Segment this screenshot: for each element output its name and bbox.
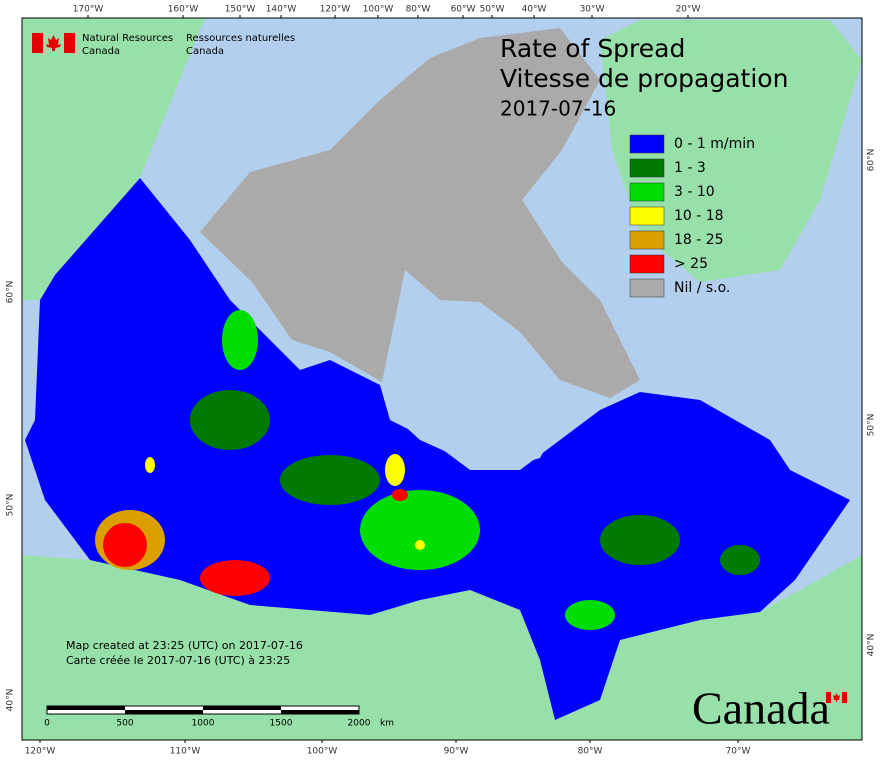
- legend-swatch: [629, 206, 665, 226]
- bottom-label: 80°W: [578, 747, 603, 757]
- legend-swatch: [629, 278, 665, 298]
- scale-seg: [281, 710, 359, 714]
- legend-swatch: [629, 134, 665, 154]
- top-label: 120°W: [320, 5, 351, 15]
- flag-leaf: [833, 693, 840, 702]
- legend: 0 - 1 m/min 1 - 3 3 - 10 10 - 18 18 - 25 > 25…: [629, 134, 755, 298]
- flag-bar: [842, 692, 847, 703]
- left-label: 40°N: [6, 689, 16, 712]
- top-label: 30°W: [580, 5, 605, 15]
- top-label: 170°W: [73, 5, 104, 15]
- scale-label: 0: [44, 719, 50, 729]
- hudson-bay: [395, 318, 560, 470]
- patch: [145, 457, 155, 473]
- flag-bar: [826, 692, 831, 703]
- legend-swatch: [629, 158, 665, 178]
- top-label: 20°W: [676, 5, 701, 15]
- top-label: 80°W: [406, 5, 431, 15]
- scale-seg: [125, 710, 203, 714]
- flag-leaf: [46, 35, 61, 51]
- title: Vitesse de propagation: [500, 64, 788, 93]
- flag-bar: [64, 33, 75, 53]
- flag-bar: [32, 33, 43, 53]
- scale-label: 1500: [270, 719, 293, 729]
- united-states: [22, 555, 862, 740]
- legend-label: > 25: [674, 256, 708, 272]
- patch: [415, 540, 425, 550]
- patch: [565, 600, 615, 630]
- patch: [720, 545, 760, 575]
- patch: [600, 515, 680, 565]
- legend-swatch: [629, 182, 665, 202]
- bottom-label: 120°W: [25, 747, 56, 757]
- org-text: Natural Resources: [82, 33, 173, 44]
- right-label: 50°N: [867, 414, 877, 437]
- map-body: [21, 17, 863, 741]
- graticule-labels: 170°W 160°W 150°W 140°W 120°W 100°W 80°W 60°W 50…: [6, 5, 877, 757]
- top-label: 140°W: [266, 5, 297, 15]
- arctic-no-data: [200, 28, 640, 398]
- bottom-label: 90°W: [444, 747, 469, 757]
- bottom-label: 110°W: [170, 747, 201, 757]
- date: 2017-07-16: [500, 97, 616, 121]
- scale-seg: [47, 706, 125, 710]
- legend-swatch: [629, 254, 665, 274]
- canada-wordmark: Canada: [692, 683, 847, 734]
- bottom-label: 70°W: [726, 747, 751, 757]
- legend-swatch: [629, 230, 665, 250]
- note: Map created at 23:25 (UTC) on 2017-07-16: [66, 639, 303, 652]
- org-text: Canada: [82, 46, 120, 57]
- patch: [200, 560, 270, 596]
- legend-label: 1 - 3: [674, 160, 706, 176]
- right-label: 40°N: [867, 634, 877, 657]
- note: Carte créée le 2017-07-16 (UTC) à 23:25: [66, 654, 290, 667]
- alaska: [22, 18, 205, 300]
- nrcan-signature: Natural Resources Canada Ressources natu…: [32, 33, 295, 57]
- map-frame: [21, 17, 863, 741]
- legend-label: Nil / s.o.: [674, 280, 730, 296]
- left-label: 60°N: [6, 281, 16, 304]
- patch: [392, 489, 408, 501]
- top-label: 160°W: [168, 5, 199, 15]
- top-label: 100°W: [363, 5, 394, 15]
- scale-label: 500: [116, 719, 133, 729]
- patch: [222, 310, 258, 370]
- org-text: Ressources naturelles: [186, 33, 295, 44]
- patch: [280, 455, 380, 505]
- top-label: 50°W: [480, 5, 505, 15]
- top-label: 40°W: [522, 5, 547, 15]
- fire-patches: [95, 310, 760, 630]
- legend-label: 18 - 25: [674, 232, 724, 248]
- wordmark: Canada: [692, 683, 830, 734]
- bottom-label: 100°W: [307, 747, 338, 757]
- legend-label: 10 - 18: [674, 208, 724, 224]
- patch: [190, 390, 270, 450]
- patch: [103, 523, 147, 567]
- patch: [360, 490, 480, 570]
- left-label: 50°N: [6, 494, 16, 517]
- greenland: [600, 20, 862, 282]
- scale-label: 2000: [348, 719, 371, 729]
- scale-bar: 0 500 1000 1500 2000 km: [44, 705, 394, 729]
- scale-seg: [203, 706, 281, 710]
- patch: [385, 454, 405, 486]
- title: Rate of Spread: [500, 34, 685, 63]
- scale-label: 1000: [192, 719, 215, 729]
- top-label: 150°W: [225, 5, 256, 15]
- legend-label: 3 - 10: [674, 184, 715, 200]
- org-text: Canada: [186, 46, 224, 57]
- legend-label: 0 - 1 m/min: [674, 136, 755, 152]
- scale-unit: km: [380, 719, 394, 729]
- top-label: 60°W: [451, 5, 476, 15]
- right-label: 60°N: [867, 149, 877, 172]
